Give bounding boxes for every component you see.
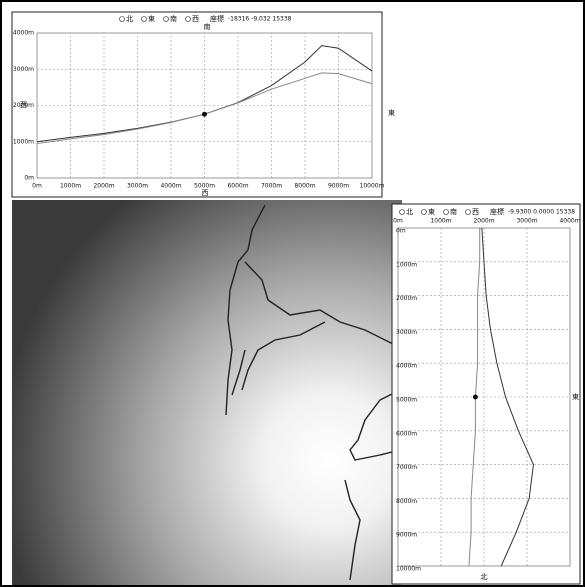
coord-value: -18316 -9,032 15338: [228, 16, 292, 23]
radio-button[interactable]: [465, 209, 471, 215]
radio-label[interactable]: 西: [472, 208, 479, 216]
river: [244, 261, 396, 346]
tick-label: 2000m: [396, 295, 417, 302]
radio-label[interactable]: 西: [192, 15, 199, 23]
position-marker: [202, 111, 207, 117]
tick-label: 2000m: [473, 218, 494, 225]
tick-label: 10000m: [396, 566, 421, 573]
tick-label: 4000m: [160, 183, 181, 190]
tick-label: 10000m: [360, 183, 385, 190]
tick-label: 0m: [32, 183, 42, 190]
tick-label: 6000m: [396, 430, 417, 437]
tick-label: 3000m: [13, 66, 34, 73]
tick-label: 0m: [396, 228, 406, 235]
coord-label: 座標: [210, 14, 224, 23]
tick-label: 4000m: [559, 218, 580, 225]
coord-value: -9.9300 0.0000 15338: [508, 209, 575, 216]
overlay: 北東南西座標 -18316 -9,032 15338北東南西座標 -9.9300 0…: [13, 14, 581, 581]
tick-label: 8000m: [396, 498, 417, 505]
right-label: 東: [388, 108, 395, 117]
tick-label: 3000m: [516, 218, 537, 225]
radio-button[interactable]: [141, 16, 147, 22]
radio-button[interactable]: [185, 16, 191, 22]
river: [349, 389, 401, 461]
tick-label: 1000m: [13, 138, 34, 145]
tick-label: 9000m: [396, 532, 417, 539]
position-marker: [472, 394, 478, 400]
tick-label: 1000m: [396, 261, 417, 268]
tick-label: 1000m: [430, 218, 451, 225]
river: [231, 349, 246, 396]
tick-label: 7000m: [261, 183, 282, 190]
radio-label[interactable]: 東: [428, 207, 435, 216]
tick-label: 7000m: [396, 464, 417, 471]
river: [241, 321, 326, 391]
tick-label: 4000m: [396, 363, 417, 370]
tick-label: 3000m: [127, 183, 148, 190]
profile-line: [481, 227, 534, 567]
river: [344, 479, 361, 581]
radio-label[interactable]: 南: [170, 14, 177, 23]
tick-label: 2000m: [13, 102, 34, 109]
bottom-label: 北: [481, 573, 488, 581]
radio-label[interactable]: 北: [406, 208, 413, 216]
terrain-map: [12, 200, 402, 585]
radio-button[interactable]: [399, 209, 405, 215]
left-label: 西: [20, 101, 27, 109]
tick-label: 4000m: [13, 30, 34, 37]
coord-label: 座標: [490, 207, 504, 216]
tick-label: 0m: [24, 175, 34, 182]
tick-label: 8000m: [294, 183, 315, 190]
tick-label: 5000m: [396, 397, 417, 404]
radio-label[interactable]: 南: [450, 207, 457, 216]
radio-label[interactable]: 東: [148, 14, 155, 23]
bottom-label: 西: [202, 189, 209, 197]
tick-label: 9000m: [328, 183, 349, 190]
radio-button[interactable]: [119, 16, 125, 22]
river: [225, 204, 266, 416]
radio-button[interactable]: [163, 16, 169, 22]
tick-label: 6000m: [227, 183, 248, 190]
profile-line: [36, 72, 373, 145]
tick-label: 2000m: [93, 183, 114, 190]
rivers: [225, 204, 401, 581]
tick-label: 3000m: [396, 329, 417, 336]
right-label: 東: [572, 392, 579, 401]
tick-label: 1000m: [60, 183, 81, 190]
radio-button[interactable]: [421, 209, 427, 215]
top-panel: [11, 11, 383, 198]
radio-label[interactable]: 北: [126, 15, 133, 23]
top-label: 南: [204, 22, 211, 31]
tick-label: 5000m: [194, 183, 215, 190]
radio-button[interactable]: [443, 209, 449, 215]
tick-label: 0m: [393, 218, 403, 225]
side-panel: [391, 203, 581, 585]
